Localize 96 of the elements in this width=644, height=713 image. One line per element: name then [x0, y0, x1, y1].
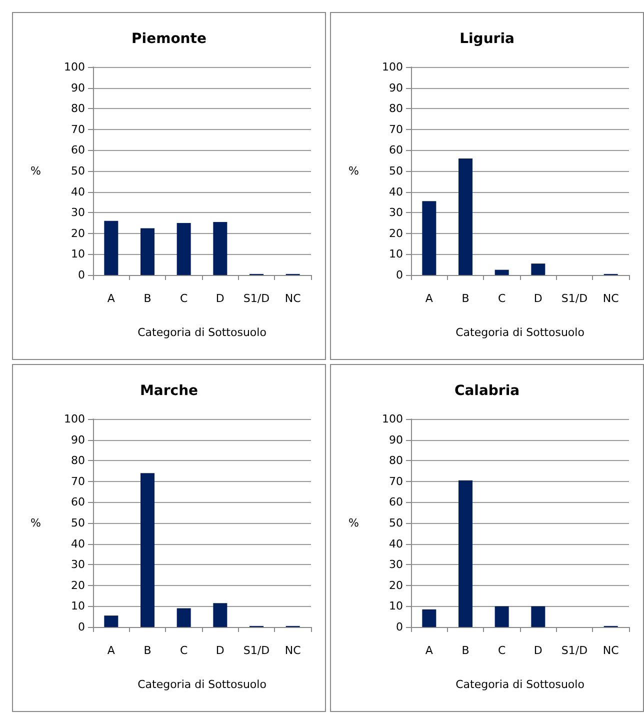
x-axis-title: Categoria di Sottosuolo	[138, 678, 267, 691]
y-tick-label: 0	[78, 620, 85, 634]
y-tick-label: 80	[71, 454, 85, 468]
bar	[422, 609, 436, 627]
y-tick-label: 70	[389, 474, 403, 488]
bar	[213, 603, 228, 627]
x-tick-label: NC	[284, 292, 302, 305]
y-axis-title: %	[348, 516, 359, 530]
bar	[494, 270, 509, 275]
bar	[531, 606, 546, 627]
y-tick-label: 20	[71, 578, 85, 592]
x-tick-label: NC	[602, 644, 620, 657]
y-tick-label: 80	[71, 102, 85, 116]
x-axis-title: Categoria di Sottosuolo	[456, 326, 585, 339]
x-tick-label: S1/D	[243, 644, 270, 657]
bar	[140, 228, 154, 275]
y-tick-label: 50	[71, 164, 85, 178]
y-tick-label: 40	[71, 537, 85, 550]
y-axis-title: %	[30, 164, 41, 178]
x-tick-label: C	[180, 644, 188, 657]
y-tick-label: 10	[389, 248, 403, 261]
bar	[494, 606, 509, 627]
chart-title: Liguria	[460, 31, 514, 47]
y-axis-title: %	[30, 516, 41, 530]
bar	[422, 201, 436, 275]
y-tick-label: 0	[396, 268, 403, 282]
x-tick-label: A	[107, 292, 116, 305]
bar	[458, 480, 472, 627]
x-tick-label: NC	[602, 292, 620, 305]
y-tick-label: 50	[71, 516, 85, 530]
y-tick-label: 20	[389, 226, 403, 240]
bar	[176, 608, 191, 627]
y-tick-label: 40	[71, 185, 85, 198]
chart-title: Marche	[140, 383, 198, 399]
y-tick-label: 60	[389, 496, 403, 509]
y-tick-label: 100	[64, 60, 85, 74]
x-tick-label: B	[462, 644, 470, 657]
bar	[458, 158, 472, 275]
x-tick-label: S1/D	[561, 644, 588, 657]
y-tick-label: 40	[389, 185, 403, 198]
y-tick-label: 100	[382, 60, 403, 74]
y-tick-label: 90	[71, 433, 85, 446]
chart-title: Calabria	[454, 383, 520, 399]
y-tick-label: 90	[389, 81, 403, 94]
y-tick-label: 30	[71, 558, 85, 572]
y-tick-label: 10	[71, 600, 85, 613]
bar	[213, 222, 228, 275]
y-tick-label: 100	[64, 412, 85, 426]
y-tick-label: 30	[71, 206, 85, 220]
y-tick-label: 20	[71, 226, 85, 240]
x-axis-title: Categoria di Sottosuolo	[456, 678, 585, 691]
y-tick-label: 60	[389, 144, 403, 157]
x-tick-label: C	[498, 292, 506, 305]
x-tick-label: D	[534, 292, 542, 305]
y-tick-label: 80	[389, 102, 403, 116]
y-tick-label: 10	[71, 248, 85, 261]
bar	[531, 264, 546, 275]
y-tick-label: 10	[389, 600, 403, 613]
y-tick-label: 70	[71, 122, 85, 136]
x-tick-label: NC	[284, 644, 302, 657]
y-tick-label: 60	[71, 144, 85, 157]
y-tick-label: 50	[389, 164, 403, 178]
x-tick-label: B	[144, 644, 152, 657]
bar	[104, 616, 118, 627]
y-tick-label: 70	[389, 122, 403, 136]
y-tick-label: 100	[382, 412, 403, 426]
x-tick-label: A	[107, 644, 116, 657]
bar	[104, 220, 118, 275]
x-tick-label: A	[425, 292, 434, 305]
y-tick-label: 60	[71, 496, 85, 509]
y-tick-label: 80	[389, 454, 403, 468]
x-tick-label: C	[498, 644, 506, 657]
x-tick-label: C	[180, 292, 188, 305]
x-tick-label: A	[425, 644, 434, 657]
y-axis-title: %	[348, 164, 359, 178]
x-tick-label: B	[144, 292, 152, 305]
y-tick-label: 50	[389, 516, 403, 530]
x-axis-title: Categoria di Sottosuolo	[138, 326, 267, 339]
y-tick-label: 40	[389, 537, 403, 550]
y-tick-label: 70	[71, 474, 85, 488]
y-tick-label: 90	[389, 433, 403, 446]
x-tick-label: D	[534, 644, 542, 657]
y-tick-label: 30	[389, 558, 403, 572]
x-tick-label: D	[216, 292, 224, 305]
y-tick-label: 20	[389, 578, 403, 592]
y-tick-label: 0	[78, 268, 85, 282]
y-tick-label: 90	[71, 81, 85, 94]
bar	[176, 223, 191, 275]
x-tick-label: S1/D	[243, 292, 270, 305]
chart-title: Piemonte	[132, 31, 206, 47]
bar	[140, 473, 154, 627]
x-tick-label: S1/D	[561, 292, 588, 305]
y-tick-label: 0	[396, 620, 403, 634]
x-tick-label: D	[216, 644, 224, 657]
y-tick-label: 30	[389, 206, 403, 220]
x-tick-label: B	[462, 292, 470, 305]
